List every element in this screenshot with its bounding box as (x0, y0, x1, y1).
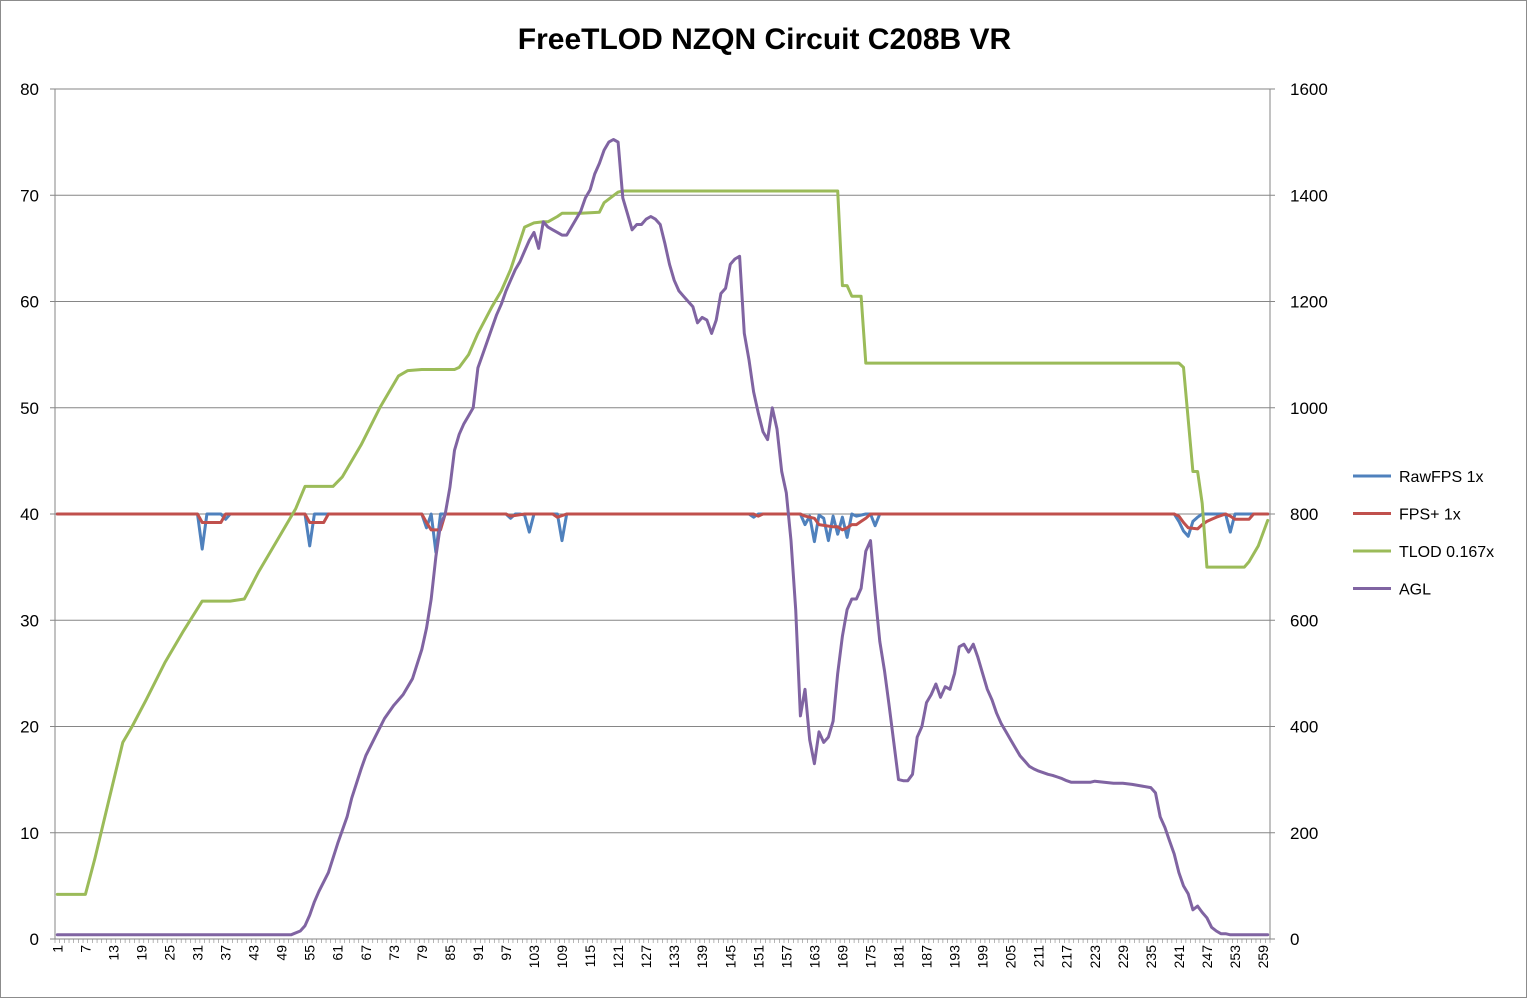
x-tick-label: 79 (414, 945, 430, 961)
legend-label: FPS+ 1x (1399, 507, 1461, 524)
y-right-tick-label: 1000 (1290, 399, 1328, 418)
y-right-tick-label: 1600 (1290, 80, 1328, 99)
y-right-tick-label: 1400 (1290, 186, 1328, 205)
x-tick-label: 175 (862, 945, 878, 969)
y-left-tick-label: 70 (20, 186, 39, 205)
series-line-rawfps-1x (55, 512, 1270, 554)
x-tick-label: 31 (190, 945, 206, 961)
x-tick-label: 145 (722, 945, 738, 969)
chart-title: FreeTLOD NZQN Circuit C208B VR (517, 23, 1012, 56)
y-right-tick-label: 0 (1290, 930, 1299, 949)
y-right-tick-label: 200 (1290, 824, 1318, 843)
x-tick-label: 223 (1087, 945, 1103, 969)
x-tick-label: 151 (750, 945, 766, 969)
x-tick-label: 25 (161, 945, 177, 961)
x-tick-label: 91 (470, 945, 486, 961)
x-tick-label: 247 (1199, 945, 1215, 969)
series-line-agl (55, 138, 1270, 937)
x-tick-label: 61 (330, 945, 346, 961)
x-tick-label: 217 (1059, 945, 1075, 969)
x-tick-label: 259 (1255, 945, 1271, 969)
x-tick-label: 115 (582, 945, 598, 968)
legend-label: AGL (1399, 582, 1431, 599)
x-tick-label: 169 (834, 945, 850, 969)
x-tick-label: 199 (975, 945, 991, 969)
x-tick-label: 133 (666, 945, 682, 969)
x-tick-label: 205 (1003, 945, 1019, 969)
x-tick-label: 163 (806, 945, 822, 969)
x-tick-label: 55 (302, 945, 318, 961)
x-tick-label: 253 (1227, 945, 1243, 969)
x-tick-label: 229 (1115, 945, 1131, 969)
series-line-fps-1x (55, 512, 1270, 532)
y-left-tick-label: 30 (20, 611, 39, 630)
y-left-tick-label: 0 (30, 930, 39, 949)
x-tick-label: 97 (498, 945, 514, 961)
y-left-tick-label: 20 (20, 718, 39, 737)
x-tick-label: 19 (133, 945, 149, 961)
x-tick-label: 127 (638, 945, 654, 969)
x-tick-label: 43 (246, 945, 262, 961)
x-tick-label: 157 (778, 945, 794, 969)
y-left-tick-label: 60 (20, 293, 39, 312)
x-tick-label: 85 (442, 945, 458, 961)
x-tick-label: 37 (218, 945, 234, 961)
x-tick-label: 235 (1143, 945, 1159, 969)
x-tick-label: 181 (890, 945, 906, 969)
x-tick-label: 1 (49, 945, 65, 953)
y-right-tick-label: 400 (1290, 718, 1318, 737)
x-tick-label: 139 (694, 945, 710, 969)
x-tick-label: 193 (947, 945, 963, 969)
x-tick-label: 241 (1171, 945, 1187, 969)
y-left-tick-label: 50 (20, 399, 39, 418)
x-tick-label: 121 (610, 945, 626, 969)
y-left-tick-label: 80 (20, 80, 39, 99)
x-tick-label: 67 (358, 945, 374, 961)
x-tick-label: 13 (105, 945, 121, 961)
x-tick-label: 103 (526, 945, 542, 969)
x-tick-label: 109 (554, 945, 570, 969)
series-line-tlod-0-167x (55, 189, 1270, 896)
y-right-tick-label: 800 (1290, 505, 1318, 524)
x-tick-label: 49 (274, 945, 290, 961)
x-tick-label: 73 (386, 945, 402, 961)
y-left-tick-label: 10 (20, 824, 39, 843)
x-tick-label: 187 (919, 945, 935, 969)
legend-label: RawFPS 1x (1399, 469, 1483, 486)
y-right-tick-label: 1200 (1290, 293, 1328, 312)
y-right-tick-label: 600 (1290, 611, 1318, 630)
y-left-tick-label: 40 (20, 505, 39, 524)
legend-label: TLOD 0.167x (1399, 544, 1494, 561)
x-tick-label: 211 (1031, 945, 1047, 968)
x-tick-label: 7 (77, 945, 93, 953)
